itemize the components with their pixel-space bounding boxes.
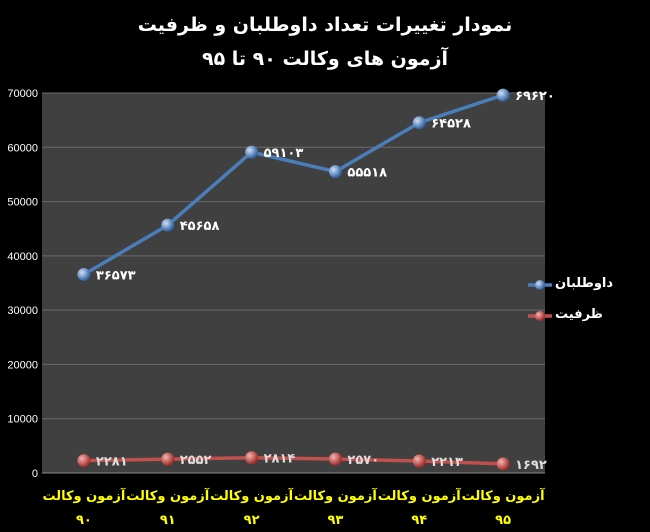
data-label: ۲۸۱۴ — [264, 452, 296, 467]
x-tick-label: آزمون وکالت — [42, 487, 125, 504]
series-line-1 — [83, 455, 504, 466]
y-tick-label: 60000 — [7, 142, 38, 154]
x-tick-label: ۹۵ — [495, 513, 511, 528]
legend-label: داوطلبان — [555, 276, 614, 291]
chart-subtitle: آزمون های وکالت ۹۰ تا ۹۵ — [201, 48, 449, 70]
y-tick-label: 70000 — [7, 88, 38, 100]
data-label: ۵۵۵۱۸ — [347, 166, 387, 181]
legend-item-capacity: ظرفیت — [555, 307, 603, 322]
data-point — [328, 452, 342, 466]
x-tick-label: آزمون وکالت — [210, 487, 293, 504]
data-point — [496, 457, 510, 471]
y-tick-label: 30000 — [7, 305, 38, 317]
data-point — [161, 452, 175, 466]
x-tick-label: ۹۰ — [76, 513, 92, 528]
y-tick-label: 40000 — [7, 251, 38, 263]
data-label: ۳۶۵۷۳ — [96, 268, 136, 283]
data-point — [77, 267, 91, 281]
data-point — [412, 454, 426, 468]
data-label: ۱۶۹۲ — [515, 458, 547, 473]
y-tick-label: 20000 — [7, 359, 38, 371]
data-point — [328, 165, 342, 179]
plot-area — [42, 93, 545, 473]
legend-label: ظرفیت — [555, 307, 603, 322]
x-tick-label: ۹۴ — [411, 513, 427, 528]
data-label: ۲۵۷۰ — [347, 453, 379, 468]
data-point — [412, 116, 426, 130]
data-label: ۶۴۵۲۸ — [431, 117, 471, 132]
data-label: ۲۲۱۳ — [431, 455, 463, 470]
y-tick-label: 50000 — [7, 197, 38, 209]
data-label: ۲۵۵۲ — [180, 453, 212, 468]
legend-marker — [535, 280, 545, 290]
legend-item-applicants: داوطلبان — [555, 276, 613, 291]
series-line-0 — [83, 93, 504, 276]
legend-marker — [535, 311, 545, 321]
x-tick-label: آزمون وکالت — [126, 487, 209, 504]
data-point — [496, 88, 510, 102]
x-tick-label: ۹۳ — [327, 513, 343, 528]
x-tick-label: آزمون وکالت — [462, 487, 545, 504]
data-label: ۴۵۶۵۸ — [180, 219, 220, 234]
y-tick-label: 10000 — [7, 414, 38, 426]
data-label: ۵۹۱۰۳ — [264, 146, 304, 161]
data-label: ۶۹۶۲۰ — [515, 89, 555, 104]
x-tick-label: ۹۱ — [160, 513, 176, 528]
data-point — [245, 145, 259, 159]
chart-title: نمودار تغییرات تعداد داوطلبان و ظرفیت — [137, 14, 513, 36]
data-point — [77, 454, 91, 468]
x-tick-label: ۹۲ — [244, 513, 260, 528]
data-point — [245, 451, 259, 465]
y-tick-label: 0 — [32, 468, 38, 480]
data-label: ۲۲۸۱ — [96, 455, 128, 470]
data-point — [161, 218, 175, 232]
x-tick-label: آزمون وکالت — [378, 487, 461, 504]
x-tick-label: آزمون وکالت — [294, 487, 377, 504]
